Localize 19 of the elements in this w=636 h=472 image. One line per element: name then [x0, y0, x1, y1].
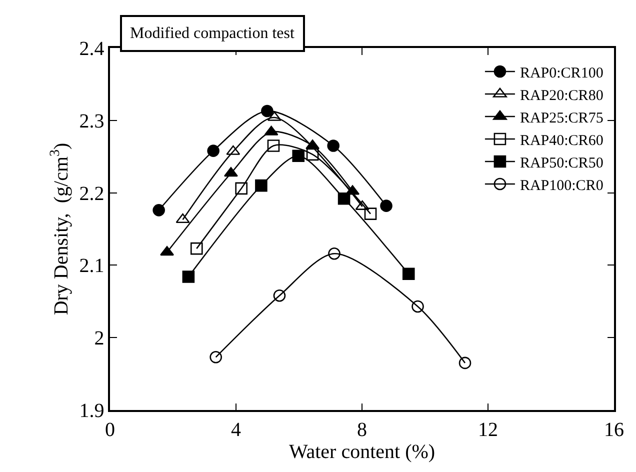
legend-label: RAP50:CR50: [520, 155, 604, 172]
x-axis-title: Water content (%): [288, 440, 436, 463]
text: Modified compaction test: [130, 25, 295, 42]
x-tick-label: 16: [604, 418, 624, 441]
legend-label: RAP20:CR80: [520, 88, 604, 104]
x-tick-label: 4: [231, 418, 241, 441]
legend-label: RAP100:CR0: [520, 178, 604, 194]
y-tick-label: 1.9: [79, 400, 104, 422]
x-tick-label: 12: [478, 418, 498, 441]
legend-label: RAP0:CR100: [520, 65, 604, 82]
x-tick-label: 8: [357, 418, 367, 441]
legend-label: RAP25:CR75: [520, 110, 604, 126]
legend-label: RAP40:CR60: [520, 132, 604, 149]
x-tick-label: 0: [105, 418, 115, 441]
y-tick-label: 2.1: [79, 255, 104, 278]
y-tick-label: 2.2: [79, 182, 104, 205]
y-tick-label: 2.3: [79, 110, 104, 132]
y-tick-label: 2: [94, 328, 104, 350]
y-tick-label: 2.4: [79, 38, 104, 60]
